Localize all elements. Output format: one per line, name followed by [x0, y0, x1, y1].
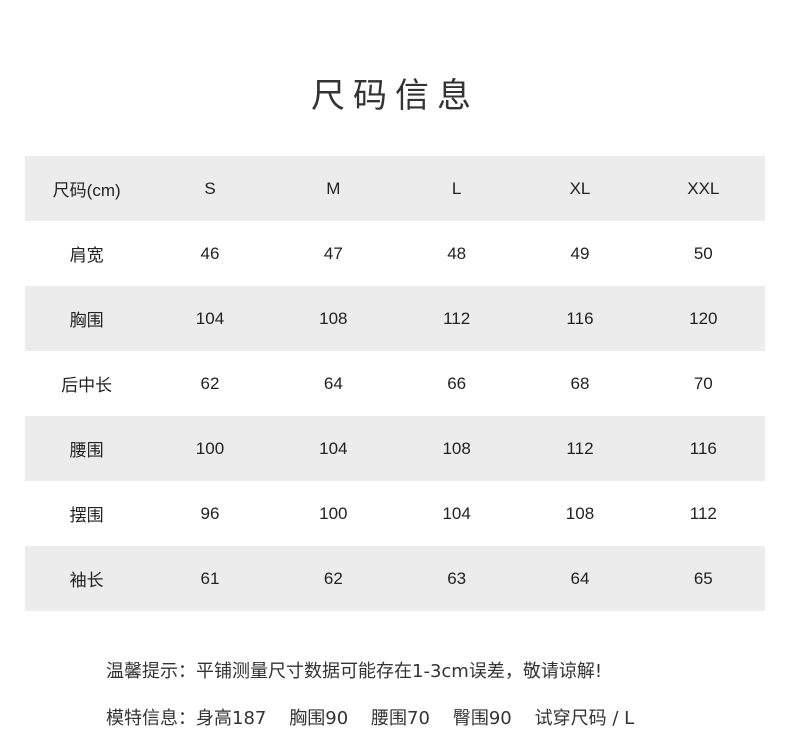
row-label: 胸围: [69, 311, 104, 330]
table-cell: 104: [319, 438, 348, 458]
table-cell: 61: [200, 568, 220, 588]
table-cell: 96: [200, 503, 220, 523]
row-label: 袖长: [69, 571, 104, 590]
table-cell: 116: [689, 438, 717, 458]
table-cell: 62: [323, 568, 343, 588]
table-cell: 108: [565, 503, 595, 523]
page-title: 尺码信息: [311, 76, 479, 116]
table-cell: 63: [447, 568, 467, 588]
table-cell: 112: [566, 438, 594, 458]
measurement-tip: 温馨提示：平铺测量尺寸数据可能存在1-3cm误差，敬请谅解!: [106, 661, 603, 682]
table-cell: 48: [447, 243, 467, 263]
row-label: 后中长: [61, 376, 113, 395]
row-label: 腰围: [69, 441, 104, 460]
header-cell: XL: [569, 178, 591, 198]
table-cell: 108: [319, 308, 348, 328]
table-cell: 112: [689, 503, 717, 523]
header-cell: XXL: [687, 178, 720, 198]
table-header-row: 尺码(cm) S M L XL XXL: [25, 156, 765, 221]
table-cell: 100: [195, 438, 225, 458]
table-cell: 120: [689, 308, 718, 328]
row-label: 摆围: [69, 506, 104, 525]
table-cell: 112: [443, 308, 471, 328]
table-cell: 100: [319, 503, 348, 523]
table-cell: 47: [323, 243, 343, 263]
table-cell: 70: [693, 373, 713, 393]
table-cell: 66: [447, 373, 467, 393]
table-cell: 116: [566, 308, 594, 328]
table-cell: 62: [200, 373, 220, 393]
header-cell: L: [451, 178, 462, 198]
table-cell: 68: [570, 373, 590, 393]
header-cell: M: [326, 178, 341, 198]
model-info: 模特信息：身高187 胸围90 腰围70 臀围90 试穿尺码 / L: [106, 708, 635, 729]
table-cell: 64: [570, 568, 590, 588]
table-row: 肩宽 46 47 48 49 50: [25, 221, 765, 286]
table-row: 袖长 61 62 63 64 65: [25, 546, 765, 611]
table-row: 后中长 62 64 66 68 70: [25, 351, 765, 416]
table-cell: 50: [693, 243, 713, 263]
table-row: 摆围 96 100 104 108 112: [25, 481, 765, 546]
row-label: 肩宽: [69, 246, 104, 265]
table-cell: 108: [442, 438, 471, 458]
table-cell: 104: [195, 308, 225, 328]
table-cell: 65: [693, 568, 713, 588]
table-cell: 64: [323, 373, 343, 393]
table-cell: 49: [570, 243, 590, 263]
header-cell: 尺码(cm): [52, 181, 121, 200]
table-cell: 46: [200, 243, 220, 263]
table-row: 腰围 100 104 108 112 116: [25, 416, 765, 481]
header-cell: S: [204, 178, 216, 198]
table-cell: 104: [442, 503, 471, 523]
table-row: 胸围 104 108 112 116 120: [25, 286, 765, 351]
size-table: 尺码(cm) S M L XL XXL 肩宽 46 47 48 49 50 胸围 104 108…: [25, 156, 765, 611]
